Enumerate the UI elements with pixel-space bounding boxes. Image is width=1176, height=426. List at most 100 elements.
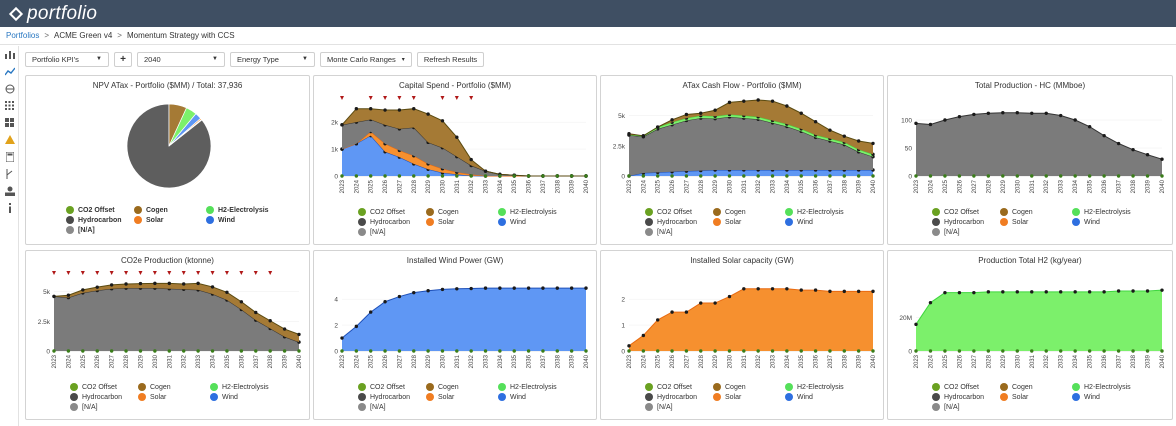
bar-chart-icon[interactable]: [0, 46, 19, 63]
branch-icon[interactable]: [0, 165, 19, 182]
baseline-point: [684, 174, 689, 178]
legend-item[interactable]: H2-Electrolysis: [785, 208, 844, 216]
refresh-results-button[interactable]: Refresh Results: [416, 51, 485, 67]
legend-item[interactable]: CO2 Offset: [66, 206, 115, 214]
year-select[interactable]: 2040 ▼: [137, 51, 225, 67]
legend-item[interactable]: Cogen: [1000, 383, 1033, 391]
breadcrumb-project[interactable]: ACME Green v4: [54, 31, 113, 40]
chart-panel-co2e: CO2e Production (ktonne) 0 2.5k 5k 2023 2024…: [25, 250, 310, 420]
legend-item[interactable]: H2-Electrolysis: [785, 383, 844, 391]
legend-item[interactable]: [N/A]: [645, 403, 673, 411]
legend-item[interactable]: [N/A]: [645, 228, 673, 236]
legend-item[interactable]: Solar: [426, 218, 454, 226]
data-point: [440, 287, 445, 292]
data-point: [756, 287, 760, 291]
data-point: [239, 300, 244, 304]
legend-item[interactable]: Hydrocarbon: [66, 216, 122, 224]
baseline-point: [369, 349, 373, 353]
legend-item[interactable]: Solar: [134, 216, 164, 224]
legend-item[interactable]: [N/A]: [932, 403, 960, 411]
legend-item[interactable]: Cogen: [134, 206, 168, 214]
baseline-point: [856, 349, 861, 353]
legend-item[interactable]: [N/A]: [932, 228, 960, 236]
legend-item[interactable]: H2-Electrolysis: [1072, 383, 1131, 391]
legend-item[interactable]: H2-Electrolysis: [206, 206, 269, 214]
legend-item[interactable]: Wind: [206, 216, 235, 224]
legend-item[interactable]: Cogen: [138, 383, 171, 391]
legend-item[interactable]: H2-Electrolysis: [1072, 208, 1131, 216]
legend-item[interactable]: [N/A]: [70, 403, 98, 411]
y-tick-label: 2k: [331, 120, 339, 127]
x-tick-label: 2038: [268, 354, 274, 368]
grid-icon[interactable]: [0, 97, 19, 114]
data-point: [1015, 111, 1019, 115]
legend-item[interactable]: Wind: [210, 393, 238, 401]
globe-icon[interactable]: [0, 80, 19, 97]
legend-item[interactable]: CO2 Offset: [358, 208, 405, 216]
breadcrumb-portfolios[interactable]: Portfolios: [6, 31, 40, 40]
monte-carlo-button[interactable]: Monte Carlo Ranges ▾: [320, 51, 412, 67]
baseline-point: [555, 174, 559, 178]
legend-item[interactable]: Wind: [1072, 218, 1100, 226]
add-button[interactable]: +: [114, 51, 132, 67]
legend-item[interactable]: Hydrocarbon: [645, 218, 697, 226]
legend-label: Cogen: [146, 206, 168, 214]
legend-item[interactable]: Wind: [785, 393, 813, 401]
legend-item[interactable]: Solar: [1000, 393, 1028, 401]
legend-item[interactable]: Wind: [1072, 393, 1100, 401]
legend-item[interactable]: Hydrocarbon: [358, 393, 410, 401]
legend-item[interactable]: Cogen: [426, 208, 459, 216]
app-logo[interactable]: portfolio: [27, 2, 98, 24]
legend-item[interactable]: Wind: [498, 218, 526, 226]
upload-user-icon[interactable]: [0, 182, 19, 199]
dashboard-icon[interactable]: [0, 114, 19, 131]
legend-item[interactable]: Solar: [1000, 218, 1028, 226]
legend-item[interactable]: Cogen: [1000, 208, 1033, 216]
y-tick-label: 0: [334, 349, 338, 356]
series-area: [629, 288, 873, 351]
legend-item[interactable]: CO2 Offset: [932, 208, 979, 216]
legend-item[interactable]: Hydrocarbon: [358, 218, 410, 226]
legend-item[interactable]: Cogen: [713, 208, 746, 216]
legend-item[interactable]: CO2 Offset: [358, 383, 405, 391]
baseline-point: [225, 349, 229, 353]
legend-item[interactable]: Hydrocarbon: [932, 218, 984, 226]
legend-item[interactable]: Hydrocarbon: [932, 393, 984, 401]
legend-item[interactable]: Solar: [713, 218, 741, 226]
warning-icon[interactable]: [0, 131, 19, 148]
legend-item[interactable]: Hydrocarbon: [70, 393, 122, 401]
legend-item[interactable]: Hydrocarbon: [645, 393, 697, 401]
line-chart-icon[interactable]: [0, 63, 19, 80]
legend-item[interactable]: Cogen: [426, 383, 459, 391]
kpi-select[interactable]: Portfolio KPI's ▼: [25, 51, 109, 67]
series-area: [342, 288, 586, 351]
legend-item[interactable]: CO2 Offset: [645, 208, 692, 216]
breadcrumb: Portfolios > ACME Green v4 > Momentum St…: [0, 27, 1176, 45]
legend-item[interactable]: [N/A]: [358, 228, 386, 236]
legend-item[interactable]: CO2 Offset: [645, 383, 692, 391]
legend-item[interactable]: Solar: [138, 393, 166, 401]
legend-item[interactable]: Wind: [498, 393, 526, 401]
data-point: [412, 290, 416, 295]
chevron-down-icon: ▼: [302, 56, 308, 62]
legend-item[interactable]: H2-Electrolysis: [210, 383, 269, 391]
energy-type-select[interactable]: Energy Type ▼: [230, 51, 315, 67]
legend-item[interactable]: [N/A]: [358, 403, 386, 411]
baseline-point: [986, 174, 991, 178]
kpi-select-label: Portfolio KPI's: [32, 54, 79, 64]
info-icon[interactable]: [0, 199, 19, 216]
legend-item[interactable]: CO2 Offset: [932, 383, 979, 391]
legend-item[interactable]: H2-Electrolysis: [498, 383, 557, 391]
legend-item[interactable]: Cogen: [713, 383, 746, 391]
legend-label: Solar: [1012, 218, 1029, 226]
calculator-icon[interactable]: [0, 148, 19, 165]
legend-item[interactable]: Solar: [426, 393, 454, 401]
year-select-label: 2040: [144, 54, 161, 64]
legend-swatch: [932, 228, 940, 236]
legend-item[interactable]: Solar: [713, 393, 741, 401]
legend-item[interactable]: Wind: [785, 218, 813, 226]
legend-item[interactable]: H2-Electrolysis: [498, 208, 557, 216]
legend-item[interactable]: CO2 Offset: [70, 383, 117, 391]
legend-item[interactable]: [N/A]: [66, 226, 95, 234]
baseline-point: [1131, 349, 1135, 353]
